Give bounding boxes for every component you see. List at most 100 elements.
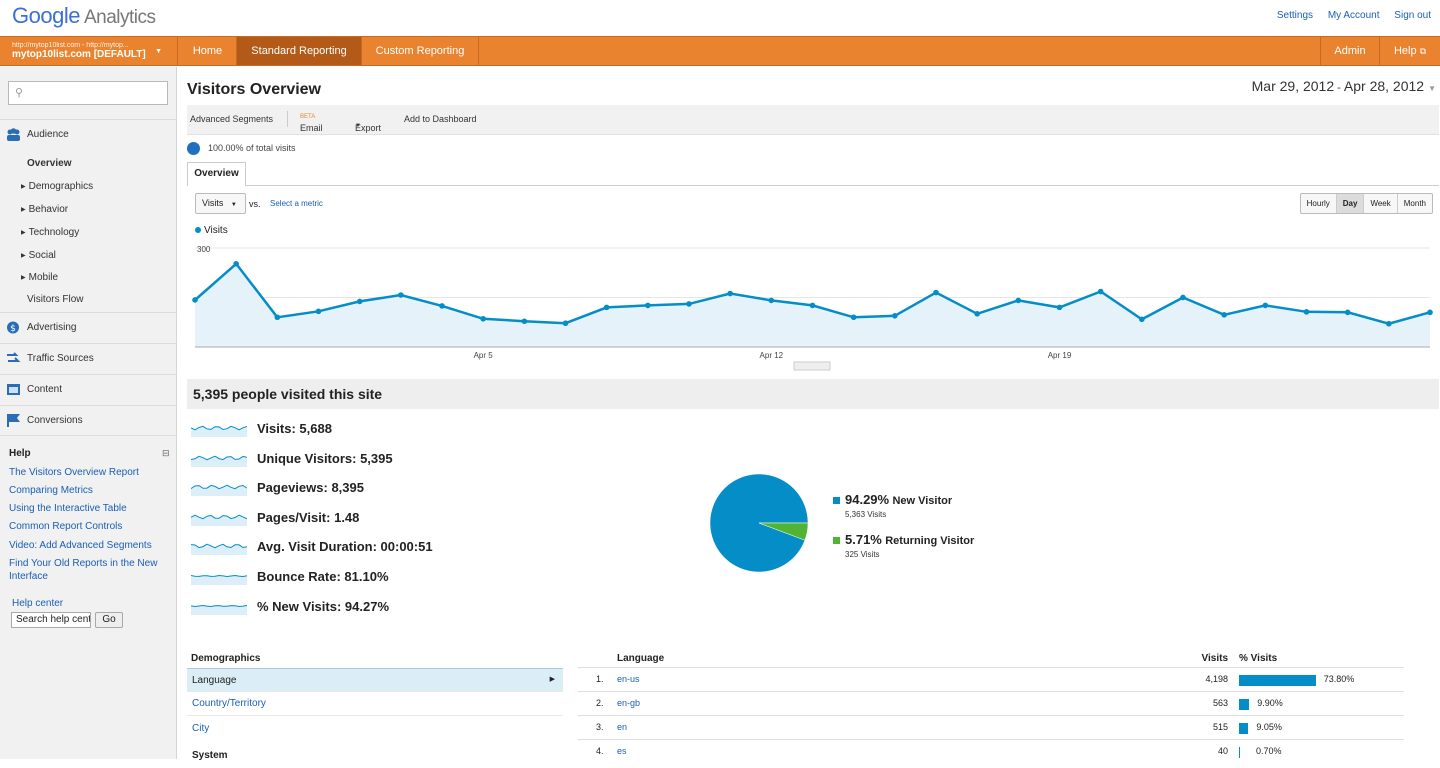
- sidebar-section-advertising[interactable]: $ Advertising: [0, 312, 177, 343]
- table-row[interactable]: 1. en-us 4,198 73.80%: [578, 667, 1404, 691]
- add-to-dashboard-button[interactable]: Add to Dashboard: [404, 114, 477, 124]
- data-point: [727, 290, 733, 297]
- demographics-city[interactable]: City: [192, 723, 210, 734]
- sidebar-item-label: Social: [28, 250, 56, 261]
- help-link[interactable]: The Visitors Overview Report: [9, 467, 139, 478]
- row-number: 3.: [596, 722, 604, 732]
- help-go-button[interactable]: Go: [95, 612, 123, 628]
- granularity-day[interactable]: Day: [1335, 194, 1364, 213]
- sidebar-item-demographics[interactable]: ▶ Demographics: [21, 181, 93, 192]
- col-language: Language: [617, 653, 665, 664]
- language-link[interactable]: es: [617, 746, 627, 756]
- data-point: [1303, 309, 1310, 315]
- sidebar-item-visitors-flow[interactable]: Visitors Flow: [27, 294, 84, 305]
- visitor-type-pie-chart[interactable]: [709, 473, 809, 573]
- summary-metric[interactable]: Visits: 5,688: [187, 419, 587, 441]
- account-selector[interactable]: http://mytop10list.com - http://mytop...…: [0, 37, 178, 65]
- help-link[interactable]: Common Report Controls: [9, 521, 123, 532]
- sidebar-section-audience[interactable]: Audience: [0, 119, 177, 150]
- data-point: [274, 314, 281, 321]
- account-links: Settings My Account Sign out: [1265, 10, 1431, 21]
- help-center-link[interactable]: Help center: [12, 598, 64, 609]
- my-account-link[interactable]: My Account: [1327, 10, 1380, 21]
- pie-slice[interactable]: [758, 522, 809, 541]
- language-link[interactable]: en: [617, 722, 628, 732]
- email-button[interactable]: Email BETA: [300, 114, 323, 133]
- table-row[interactable]: 4. es 40 0.70%: [578, 739, 1404, 763]
- main-nav: http://mytop10list.com - http://mytop...…: [0, 36, 1440, 66]
- search-input[interactable]: ⚲: [8, 81, 168, 105]
- data-point: [480, 315, 486, 322]
- granularity-hourly[interactable]: Hourly: [1306, 199, 1330, 208]
- sidebar-item-social[interactable]: ▶ Social: [21, 250, 56, 261]
- pie-legend-returning: 5.71% Returning Visitor 325 Visits: [833, 532, 974, 559]
- sidebar-section-conversions[interactable]: Conversions: [0, 405, 177, 436]
- email-label: Email: [300, 123, 323, 133]
- nav-custom-reporting[interactable]: Custom Reporting: [362, 37, 479, 65]
- granularity-week[interactable]: Week: [1363, 194, 1396, 213]
- summary-metric[interactable]: % New Visits: 94.27%: [187, 597, 587, 619]
- help-link[interactable]: Using the Interactive Table: [9, 503, 127, 514]
- data-point: [1427, 309, 1433, 316]
- chevron-down-icon: ▼: [155, 48, 162, 55]
- row-number: 4.: [596, 746, 604, 756]
- google-analytics-logo[interactable]: Google Analytics: [12, 3, 156, 29]
- sidebar-section-content[interactable]: Content: [0, 374, 177, 405]
- data-point: [1015, 297, 1022, 304]
- data-point: [645, 302, 651, 309]
- pct-value: 9.90%: [1257, 698, 1283, 708]
- summary-metric[interactable]: Avg. Visit Duration: 00:00:51: [187, 537, 587, 559]
- select-metric-link[interactable]: Select a metric: [270, 199, 323, 208]
- data-point: [809, 302, 816, 309]
- date-range-picker[interactable]: Mar 29, 2012 - Apr 28, 2012 ▼: [1252, 78, 1436, 94]
- demographics-country[interactable]: Country/Territory: [187, 692, 563, 716]
- page-title: Visitors Overview: [187, 81, 321, 98]
- language-link[interactable]: en-gb: [617, 698, 641, 708]
- sidebar-item-overview[interactable]: Overview: [27, 158, 72, 169]
- pie-slice[interactable]: [709, 473, 809, 573]
- settings-link[interactable]: Settings: [1276, 10, 1314, 21]
- pie-pct-returning: 5.71%: [845, 532, 882, 547]
- sidebar-section-traffic-sources[interactable]: Traffic Sources: [0, 343, 177, 374]
- help-search-input[interactable]: Search help cent: [11, 612, 91, 628]
- sidebar: ⚲ Audience Overview ▶ Demographics ▶ Behav…: [0, 67, 177, 759]
- advanced-segments-button[interactable]: Advanced Segments: [190, 114, 274, 124]
- help-link[interactable]: Comparing Metrics: [9, 485, 93, 496]
- nav-home[interactable]: Home: [179, 37, 237, 65]
- summary-metric[interactable]: Pageviews: 8,395: [187, 478, 587, 500]
- pie-legend-new: 94.29% New Visitor 5,363 Visits: [833, 492, 952, 519]
- nav-admin[interactable]: Admin: [1320, 37, 1380, 65]
- metric-text: Unique Visitors: 5,395: [257, 451, 393, 466]
- visits-value: 515: [1212, 722, 1228, 732]
- sparkline: [191, 455, 247, 467]
- collapse-icon[interactable]: ⊟: [162, 448, 170, 458]
- data-point: [1344, 309, 1351, 316]
- summary-metric[interactable]: Unique Visitors: 5,395: [187, 449, 587, 471]
- summary-metric[interactable]: Pages/Visit: 1.48: [187, 508, 587, 530]
- row-number: 2.: [596, 698, 604, 708]
- chevron-down-icon: ▼: [230, 202, 237, 208]
- help-link[interactable]: Video: Add Advanced Segments: [9, 540, 152, 551]
- expand-arrow-icon: ▶: [21, 253, 26, 259]
- demographics-language[interactable]: Language ▶: [187, 668, 563, 692]
- metric-label: Pages/Visit:: [257, 509, 331, 525]
- x-tick-label: Apr 5: [474, 351, 494, 360]
- nav-standard-reporting[interactable]: Standard Reporting: [237, 37, 362, 65]
- sidebar-item-mobile[interactable]: ▶ Mobile: [21, 272, 58, 283]
- help-link[interactable]: Find Your Old Reports in the New Interfa…: [9, 558, 158, 582]
- nav-help[interactable]: Help ⧉: [1380, 37, 1440, 65]
- sidebar-item-technology[interactable]: ▶ Technology: [21, 227, 79, 238]
- table-row[interactable]: 2. en-gb 563 9.90%: [578, 691, 1404, 715]
- granularity-month[interactable]: Month: [1396, 194, 1432, 213]
- legend-swatch: [833, 537, 840, 544]
- metric-select[interactable]: Visits ▼: [195, 193, 246, 214]
- tab-overview[interactable]: Overview: [187, 162, 246, 186]
- sidebar-item-behavior[interactable]: ▶ Behavior: [21, 204, 68, 215]
- table-row[interactable]: 3. en 515 9.05%: [578, 715, 1404, 739]
- sign-out-link[interactable]: Sign out: [1394, 10, 1431, 21]
- summary-metric[interactable]: Bounce Rate: 81.10%: [187, 567, 587, 589]
- system-title: System: [192, 750, 228, 761]
- language-link[interactable]: en-us: [617, 674, 640, 684]
- metric-text: % New Visits: 94.27%: [257, 599, 389, 614]
